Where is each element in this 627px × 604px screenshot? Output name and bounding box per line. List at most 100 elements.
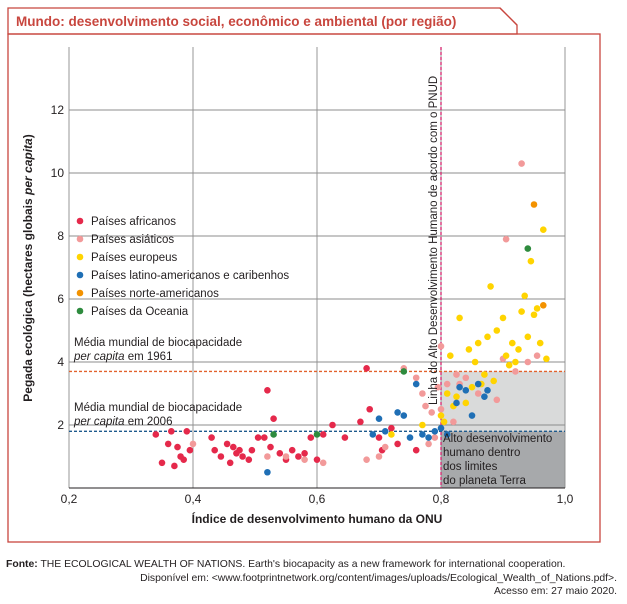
data-point (301, 450, 308, 457)
data-point (400, 368, 408, 375)
data-point (264, 468, 271, 476)
data-point (211, 446, 218, 454)
legend-item-paises-africanos: Países africanos (76, 216, 176, 228)
data-point (186, 446, 194, 454)
data-point (471, 358, 479, 366)
biocap-2006-label: Média mundial de biocapacidade per capit… (73, 402, 242, 428)
source-line2: Disponível em: <www.footprintnetwork.org… (140, 572, 617, 584)
legend-label: Países asiáticos (91, 234, 174, 246)
data-point (536, 339, 544, 347)
biocap-1961-italic: per capita (73, 351, 125, 363)
legend-item-paises-latino-americanos-e-caribenhos: Países latino-americanos e caribenhos (76, 270, 289, 282)
biocap-1961-line2: per capita em 1961 (73, 351, 172, 363)
data-point (313, 431, 321, 438)
x-tick-label: 0,2 (61, 492, 78, 506)
data-point (394, 409, 401, 416)
x-tick-label: 0,8 (433, 492, 450, 506)
data-point (490, 377, 498, 385)
data-point (174, 443, 181, 451)
source-line1: Fonte: THE ECOLOGICAL WEALTH OF NATIONS.… (6, 558, 617, 572)
chart-title: Mundo: desenvolvimento social, econômico… (16, 14, 456, 29)
data-point (357, 418, 364, 426)
data-point (388, 431, 395, 438)
data-point (540, 226, 547, 233)
data-point (270, 415, 277, 423)
data-point (456, 314, 463, 322)
data-point (394, 440, 401, 448)
source-label: Fonte: (6, 559, 38, 570)
data-point (443, 390, 451, 397)
data-point (313, 456, 321, 463)
data-point (301, 456, 308, 463)
data-point (468, 412, 476, 419)
data-point (363, 365, 370, 372)
data-point (152, 431, 160, 438)
legend-marker (76, 271, 84, 279)
data-point (223, 440, 231, 448)
data-point (264, 387, 271, 394)
data-point (533, 352, 541, 360)
data-point (164, 440, 172, 448)
data-point (406, 434, 414, 441)
data-point (388, 424, 395, 432)
data-point (431, 434, 439, 441)
data-point (443, 380, 451, 388)
data-point (288, 446, 296, 454)
data-point (419, 421, 426, 429)
data-points (152, 160, 550, 476)
plot-area: 0,2 0,4 0,6 0,8 1,0 2 4 6 8 10 12 (51, 47, 574, 506)
legend-label: Países da Oceania (91, 306, 189, 318)
x-tick-label: 0,6 (309, 492, 326, 506)
series-paises-da-oceania (270, 245, 532, 438)
data-point (245, 456, 253, 463)
data-point (230, 443, 237, 451)
high-development-zone (441, 371, 565, 432)
data-point (226, 459, 234, 467)
zone-label-line2: humano dentro (443, 447, 520, 459)
data-point (264, 453, 271, 460)
banner-corner-line (499, 7, 518, 26)
legend-label: Países europeus (91, 252, 178, 264)
source-note: Fonte: THE ECOLOGICAL WEALTH OF NATIONS.… (6, 558, 617, 599)
biocap-1961-label: Média mundial de biocapacidade per capit… (73, 337, 242, 363)
data-point (422, 402, 429, 410)
x-axis-label: Índice de desenvolvimento humano da ONU (192, 511, 443, 526)
data-point (462, 387, 470, 394)
data-point (189, 440, 197, 448)
data-point (254, 434, 262, 441)
data-point (499, 314, 507, 322)
data-point (381, 428, 389, 435)
data-point (527, 257, 535, 265)
data-point (493, 327, 501, 334)
legend-item-paises-asiaticos: Países asiáticos (76, 234, 174, 246)
data-point (518, 160, 525, 167)
data-point (425, 434, 432, 441)
data-point (474, 380, 482, 388)
data-point (521, 292, 528, 300)
chart-frame (7, 33, 601, 543)
y-axis-label: Pegada ecológica (hectares globais per c… (21, 134, 35, 401)
data-point (319, 431, 327, 438)
x-tick-labels: 0,2 0,4 0,6 0,8 1,0 (61, 492, 574, 506)
data-point (502, 235, 510, 243)
data-point (282, 453, 290, 460)
y-tick-label: 10 (51, 166, 65, 180)
data-point (474, 390, 482, 397)
data-point (437, 424, 445, 432)
data-point (481, 371, 488, 378)
biocap-2006-line1: Média mundial de biocapacidade (74, 402, 242, 414)
data-point (450, 418, 457, 426)
data-point (412, 374, 420, 382)
data-point (533, 305, 541, 312)
sustainable-zone-label: Alto desenvolvimento humano dentro dos l… (443, 433, 552, 487)
source-text: THE ECOLOGICAL WEALTH OF NATIONS. Earth'… (37, 559, 566, 570)
data-point (453, 399, 460, 407)
legend-item-paises-norte-americanos: Países norte-americanos (76, 288, 219, 300)
data-point (183, 428, 191, 435)
data-point (412, 446, 420, 454)
zone-label-line4: do planeta Terra (443, 475, 527, 487)
data-point (502, 352, 510, 360)
legend-label: Países latino-americanos e caribenhos (91, 270, 289, 282)
data-point (474, 339, 482, 347)
data-point (515, 346, 522, 353)
